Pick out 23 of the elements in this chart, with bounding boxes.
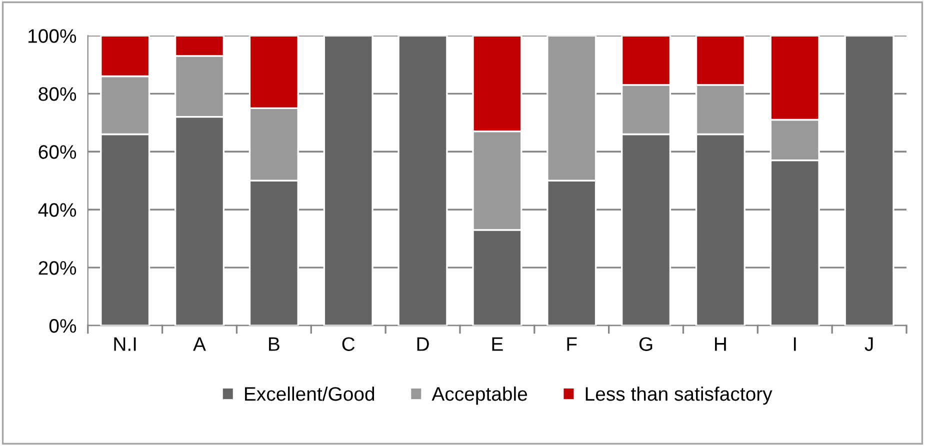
legend-label: Excellent/Good xyxy=(245,386,374,401)
x-tick-label: B xyxy=(269,337,280,351)
x-tick-label: F xyxy=(567,337,577,351)
x-tick-label: D xyxy=(417,337,429,351)
x-tick-label: E xyxy=(492,337,503,351)
y-tick-label: 40% xyxy=(38,203,76,217)
x-tick-label: A xyxy=(193,337,206,351)
y-tick-label: 60% xyxy=(38,145,76,159)
y-tick-label: 0% xyxy=(49,319,76,333)
x-tick-label: J xyxy=(864,337,873,351)
x-tick-label: H xyxy=(715,337,726,351)
x-tick-label: G xyxy=(639,337,652,351)
x-tick-label: C xyxy=(342,337,355,351)
bar xyxy=(844,36,894,326)
y-tick-label: 100% xyxy=(28,29,76,43)
bar xyxy=(398,36,448,326)
legend-label: Less than satisfactory xyxy=(586,386,772,405)
legend-label: Acceptable xyxy=(432,386,528,405)
bar xyxy=(323,36,374,326)
y-tick-label: 20% xyxy=(38,261,76,275)
x-tick-label: I xyxy=(794,337,796,351)
x-tick-label: N.I xyxy=(114,337,136,351)
y-tick-label: 80% xyxy=(38,87,76,101)
